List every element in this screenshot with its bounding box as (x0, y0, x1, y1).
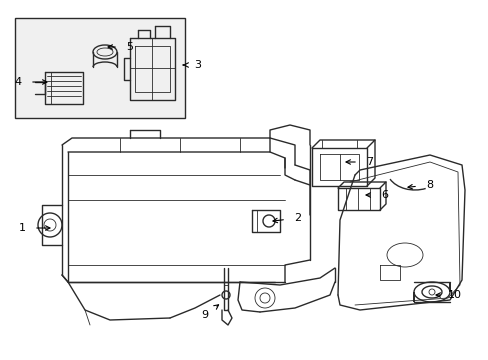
Text: 4: 4 (15, 77, 21, 87)
Text: 9: 9 (201, 310, 208, 320)
Text: 2: 2 (294, 213, 301, 223)
Text: 3: 3 (194, 60, 201, 70)
Bar (15, 18, 184, 118)
Text: 7: 7 (366, 157, 373, 167)
Text: 1: 1 (19, 223, 25, 233)
Text: 5: 5 (126, 42, 133, 52)
Text: 8: 8 (426, 180, 433, 190)
Text: 10: 10 (447, 290, 461, 300)
Text: 6: 6 (381, 190, 387, 200)
